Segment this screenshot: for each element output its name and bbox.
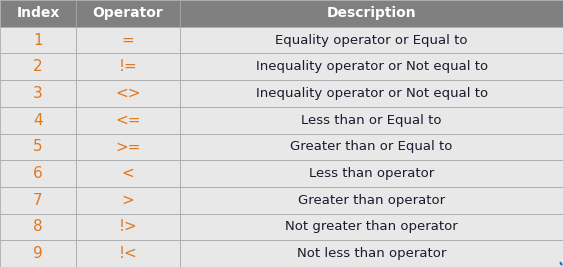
- Bar: [0, 53, 76, 80]
- Text: Description: Description: [327, 6, 417, 20]
- Bar: [76, 107, 180, 134]
- Bar: [76, 27, 180, 53]
- Bar: [76, 214, 180, 240]
- Text: 3: 3: [33, 86, 43, 101]
- Bar: [0, 160, 76, 187]
- Bar: [76, 240, 180, 267]
- Bar: [0, 27, 76, 53]
- Text: 7: 7: [33, 193, 43, 208]
- Text: 9: 9: [33, 246, 43, 261]
- Bar: [0, 107, 76, 134]
- Text: >: >: [122, 193, 135, 208]
- Bar: [0, 134, 76, 160]
- Bar: [180, 107, 563, 134]
- Text: !>: !>: [119, 219, 137, 234]
- Bar: [180, 240, 563, 267]
- Text: Inequality operator or Not equal to: Inequality operator or Not equal to: [256, 60, 488, 73]
- Bar: [0, 214, 76, 240]
- Bar: [180, 53, 563, 80]
- Bar: [0, 80, 76, 107]
- Bar: [0, 0, 76, 27]
- Text: 8: 8: [33, 219, 43, 234]
- Text: Less than or Equal to: Less than or Equal to: [301, 114, 442, 127]
- Bar: [76, 134, 180, 160]
- Text: Operator: Operator: [93, 6, 163, 20]
- Text: <: <: [122, 166, 135, 181]
- Bar: [180, 0, 563, 27]
- Bar: [180, 187, 563, 214]
- Text: >=: >=: [115, 139, 141, 154]
- Bar: [180, 80, 563, 107]
- Text: Equality operator or Equal to: Equality operator or Equal to: [275, 34, 468, 46]
- Bar: [0, 240, 76, 267]
- Bar: [180, 27, 563, 53]
- Text: !<: !<: [119, 246, 137, 261]
- Text: <>: <>: [115, 86, 141, 101]
- Text: Not greater than operator: Not greater than operator: [285, 221, 458, 233]
- Text: !=: !=: [119, 59, 137, 74]
- Bar: [76, 53, 180, 80]
- Bar: [0, 187, 76, 214]
- Bar: [180, 160, 563, 187]
- Text: Index: Index: [16, 6, 60, 20]
- Text: Greater than or Equal to: Greater than or Equal to: [291, 140, 453, 153]
- Text: Greater than operator: Greater than operator: [298, 194, 445, 207]
- Text: Less than operator: Less than operator: [309, 167, 434, 180]
- Bar: [180, 134, 563, 160]
- Bar: [76, 80, 180, 107]
- Text: 2: 2: [33, 59, 43, 74]
- Bar: [180, 214, 563, 240]
- Text: <=: <=: [115, 113, 141, 128]
- Bar: [76, 160, 180, 187]
- Text: Not less than operator: Not less than operator: [297, 247, 446, 260]
- Text: 6: 6: [33, 166, 43, 181]
- Bar: [76, 0, 180, 27]
- Text: 1: 1: [33, 33, 43, 48]
- Text: Inequality operator or Not equal to: Inequality operator or Not equal to: [256, 87, 488, 100]
- Text: 5: 5: [33, 139, 43, 154]
- Text: 4: 4: [33, 113, 43, 128]
- Bar: [76, 187, 180, 214]
- Text: =: =: [122, 33, 135, 48]
